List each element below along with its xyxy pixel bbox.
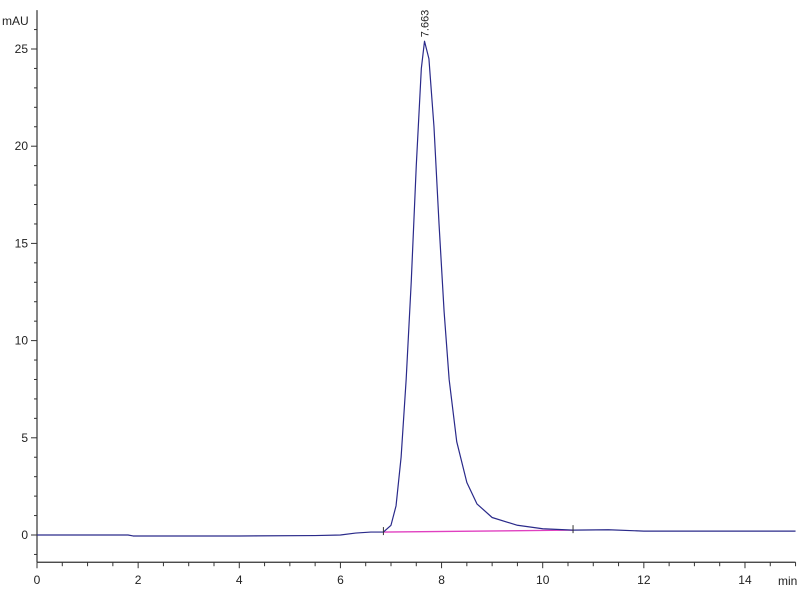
y-axis-label: mAU (2, 14, 29, 28)
x-tick-label: 10 (536, 573, 550, 587)
x-tick-label: 6 (337, 573, 344, 587)
x-tick-label: 4 (236, 573, 243, 587)
x-tick-label: 2 (135, 573, 142, 587)
y-tick-label: 0 (21, 528, 28, 542)
integration-baseline (383, 529, 574, 533)
y-tick-label: 20 (15, 139, 29, 153)
x-tick-label: 0 (34, 573, 41, 587)
x-tick-label: 14 (738, 573, 752, 587)
y-tick-label: 25 (15, 42, 29, 56)
x-axis-label: min (778, 574, 797, 588)
y-tick-label: 5 (21, 431, 28, 445)
y-tick-label: 15 (15, 236, 29, 250)
chromatogram-trace (37, 40, 796, 537)
x-tick-label: 8 (438, 573, 445, 587)
x-tick-label: 12 (637, 573, 651, 587)
peak-label: 7.663 (420, 10, 432, 38)
y-tick-label: 10 (15, 334, 29, 348)
